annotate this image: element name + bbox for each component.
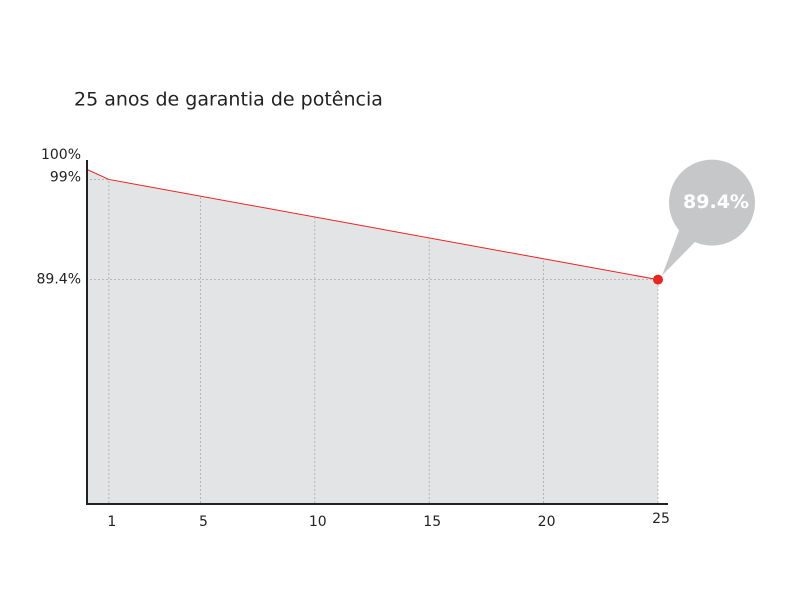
x-tick-label: 20	[538, 514, 556, 530]
area-fill	[86, 169, 658, 503]
data-point	[653, 274, 663, 285]
x-tick-label: 10	[309, 514, 327, 530]
line	[85, 168, 659, 281]
x-tick-label: 25	[652, 511, 670, 527]
y-tick-label: 99%	[50, 169, 81, 185]
x-tick-label: 5	[199, 514, 208, 530]
y-tick-label: 89.4%	[37, 272, 81, 288]
callout-bubble	[669, 159, 755, 246]
x-tick-label: 15	[423, 514, 441, 530]
y-tick-label: 100%	[41, 147, 81, 163]
data-label: 89.4%	[683, 191, 749, 213]
chart-title: 25 anos de garantia de potência	[74, 89, 383, 111]
x-tick-label: 1	[107, 514, 116, 530]
